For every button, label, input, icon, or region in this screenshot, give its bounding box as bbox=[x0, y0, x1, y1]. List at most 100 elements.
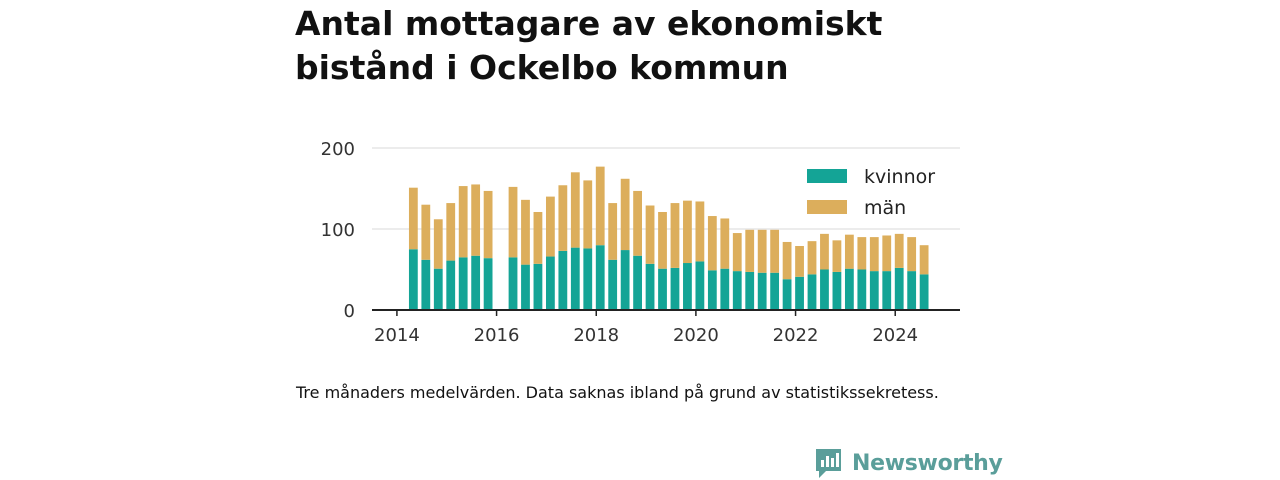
y-tick-label: 100 bbox=[321, 220, 355, 241]
bar-man bbox=[608, 203, 618, 260]
bar-man bbox=[645, 205, 655, 264]
bar-man bbox=[583, 180, 593, 249]
bar-man bbox=[807, 241, 817, 275]
bar-man bbox=[533, 211, 543, 264]
bar-kvinnor bbox=[795, 276, 804, 310]
bar-kvinnor bbox=[483, 258, 493, 310]
bar-kvinnor bbox=[508, 257, 518, 310]
chart-title-line-2: bistånd i Ockelbo kommun bbox=[295, 48, 789, 87]
x-tick-label: 2020 bbox=[673, 325, 719, 346]
chart-title-line-1: Antal mottagare av ekonomiskt bbox=[295, 4, 883, 43]
bar-man bbox=[894, 233, 904, 268]
bar-man bbox=[471, 184, 481, 256]
bar-kvinnor bbox=[907, 271, 917, 310]
bar-man bbox=[857, 237, 867, 270]
bar-kvinnor bbox=[869, 271, 879, 310]
bar-man bbox=[483, 190, 493, 259]
bar-man bbox=[720, 218, 730, 269]
bar-kvinnor bbox=[807, 274, 817, 310]
bar-kvinnor bbox=[919, 274, 929, 310]
bar-kvinnor bbox=[670, 267, 680, 310]
bar-man bbox=[620, 178, 630, 251]
bar-kvinnor bbox=[446, 260, 456, 310]
bar-kvinnor bbox=[545, 256, 555, 310]
x-tick-label: 2022 bbox=[773, 325, 819, 346]
bar-kvinnor bbox=[844, 268, 854, 310]
bar-kvinnor bbox=[645, 263, 655, 310]
bar-kvinnor bbox=[757, 272, 767, 310]
newsworthy-logo-icon bbox=[816, 449, 841, 478]
bar-man bbox=[595, 166, 605, 246]
bar-kvinnor bbox=[620, 250, 630, 310]
bar-kvinnor bbox=[421, 259, 431, 310]
bar-man bbox=[570, 172, 580, 248]
bar-man bbox=[695, 201, 705, 262]
bar-kvinnor bbox=[633, 255, 642, 310]
bar-kvinnor bbox=[658, 268, 667, 310]
bar-man bbox=[832, 240, 842, 272]
legend-label: kvinnor bbox=[864, 166, 935, 188]
bar-man bbox=[869, 237, 879, 272]
bar-man bbox=[446, 203, 456, 261]
bar-man bbox=[745, 229, 755, 272]
bar-man bbox=[782, 241, 792, 280]
bar-kvinnor bbox=[471, 255, 481, 310]
bar-man bbox=[658, 211, 667, 269]
bar-man bbox=[707, 216, 717, 271]
chart-footnote: Tre månaders medelvärden. Data saknas ib… bbox=[296, 383, 939, 402]
bar-man bbox=[757, 229, 767, 273]
x-tick-label: 2014 bbox=[374, 325, 420, 346]
legend-label: män bbox=[864, 197, 906, 219]
bar-man bbox=[820, 233, 829, 270]
bar-man bbox=[433, 219, 443, 269]
bar-man bbox=[795, 246, 804, 277]
legend-swatch bbox=[807, 169, 847, 183]
legend-swatch bbox=[807, 200, 847, 214]
bar-man bbox=[458, 186, 468, 258]
bar-man bbox=[633, 190, 642, 256]
bar-kvinnor bbox=[458, 257, 468, 310]
bar-kvinnor bbox=[770, 272, 780, 310]
bar-kvinnor bbox=[720, 268, 730, 310]
bar-kvinnor bbox=[745, 271, 755, 310]
bar-kvinnor bbox=[521, 264, 530, 310]
bar-man bbox=[919, 245, 929, 275]
bar-man bbox=[770, 229, 780, 273]
y-tick-label: 0 bbox=[344, 301, 355, 322]
newsworthy-logo: Newsworthy bbox=[814, 446, 1003, 480]
bar-man bbox=[558, 185, 568, 251]
bar-kvinnor bbox=[882, 271, 892, 310]
bar-kvinnor bbox=[832, 271, 842, 310]
bar-man bbox=[732, 233, 742, 272]
bar-kvinnor bbox=[595, 245, 605, 310]
x-tick-label: 2016 bbox=[474, 325, 520, 346]
bar-kvinnor bbox=[570, 247, 580, 310]
newsworthy-logo-text: Newsworthy bbox=[852, 450, 1003, 476]
bar-kvinnor bbox=[695, 261, 705, 310]
chart-title: Antal mottagare av ekonomiskt bistånd i … bbox=[295, 2, 995, 90]
bar-man bbox=[545, 196, 555, 257]
bar-kvinnor bbox=[433, 268, 443, 310]
bar-man bbox=[408, 187, 418, 250]
bar-kvinnor bbox=[533, 263, 543, 310]
bar-man bbox=[521, 199, 530, 265]
bar-man bbox=[683, 200, 692, 264]
bar-man bbox=[670, 203, 680, 268]
y-tick-label: 200 bbox=[321, 139, 355, 160]
bar-kvinnor bbox=[820, 269, 829, 310]
bar-kvinnor bbox=[683, 263, 692, 310]
bar-kvinnor bbox=[583, 248, 593, 310]
x-tick-label: 2018 bbox=[573, 325, 619, 346]
bar-kvinnor bbox=[894, 267, 904, 310]
bar-man bbox=[882, 235, 892, 272]
bar-kvinnor bbox=[408, 249, 418, 310]
bar-kvinnor bbox=[857, 269, 867, 310]
bar-man bbox=[907, 237, 917, 272]
bar-kvinnor bbox=[782, 279, 792, 310]
bar-kvinnor bbox=[608, 259, 618, 310]
bar-kvinnor bbox=[558, 250, 568, 310]
bar-man bbox=[844, 234, 854, 269]
bar-kvinnor bbox=[707, 270, 717, 310]
